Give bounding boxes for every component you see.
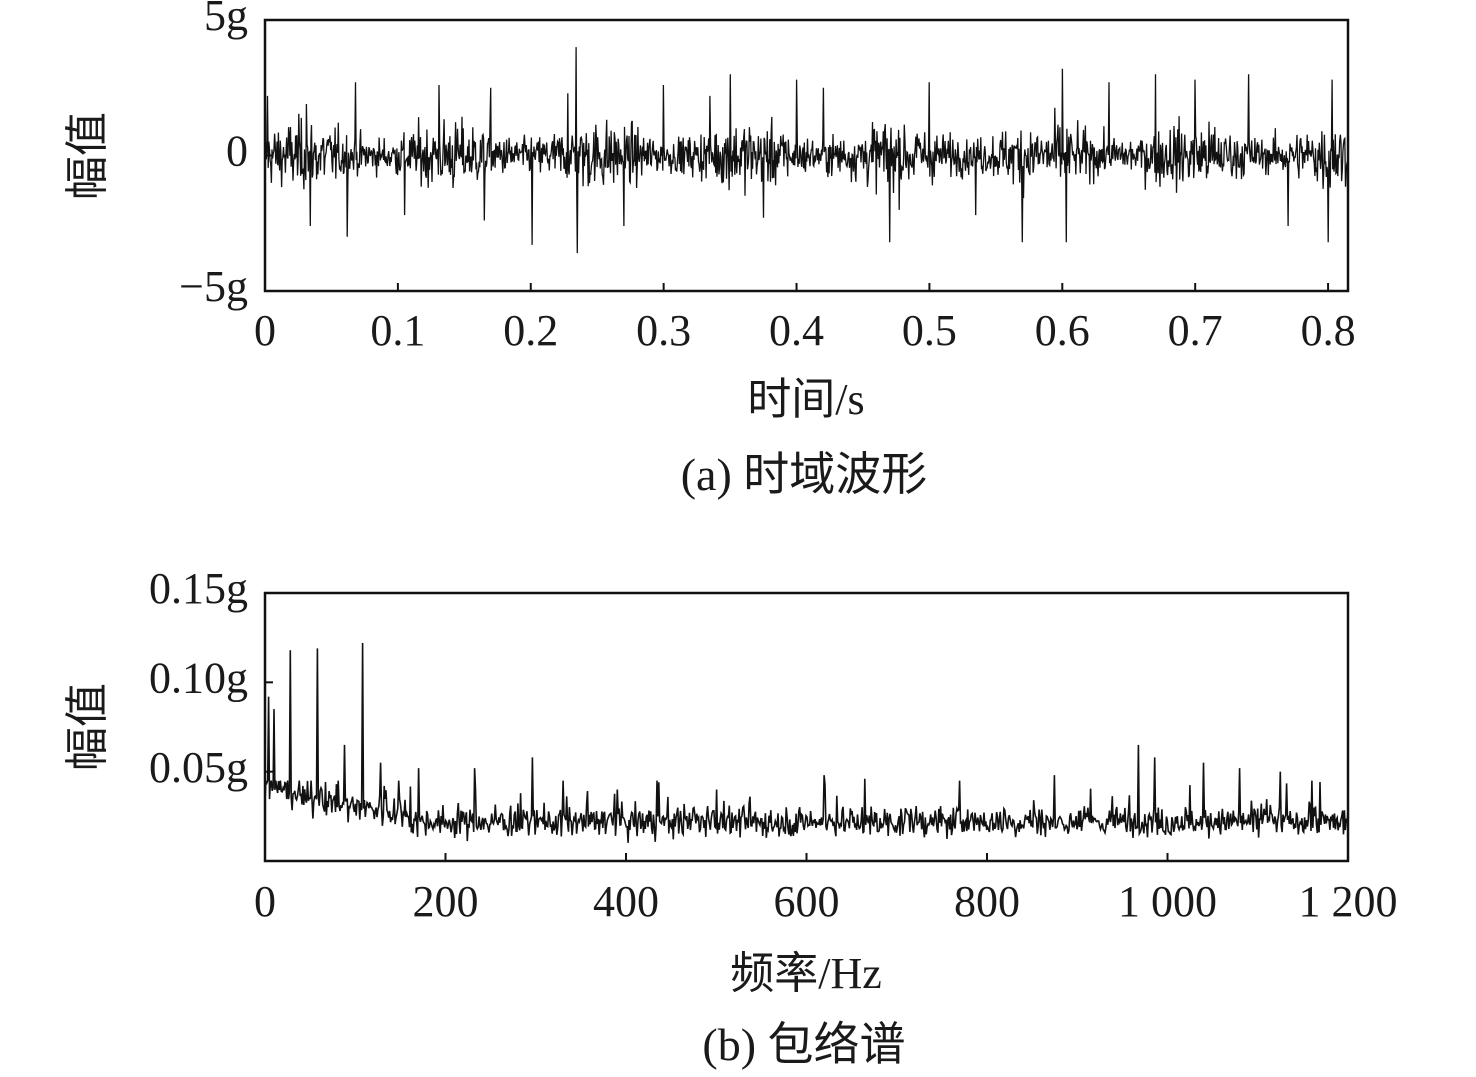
spectrum-x-axis-ticks: 0 200 400 600 800 1 000 1 200 — [254, 853, 1398, 926]
y-tick-label: 0 — [226, 127, 248, 176]
x-tick-label: 0 — [254, 877, 276, 926]
time-y-axis-ticks: 5g 0 −5g — [179, 0, 273, 311]
x-tick-label: 0 — [254, 306, 276, 355]
x-tick-label: 400 — [593, 877, 659, 926]
x-tick-label: 200 — [413, 877, 479, 926]
x-tick-label: 0.5 — [902, 306, 957, 355]
time-x-axis-label: 时间/s — [747, 375, 864, 424]
x-tick-label: 1 000 — [1118, 877, 1217, 926]
time-panel-caption: (a) 时域波形 — [681, 449, 928, 500]
time-x-axis-ticks: 0 0.1 0.2 0.3 0.4 0.5 0.6 0.7 0.8 — [254, 283, 1356, 355]
x-tick-label: 0.4 — [769, 306, 824, 355]
x-tick-label: 0.1 — [370, 306, 425, 355]
x-tick-label: 800 — [954, 877, 1020, 926]
spectrum-panel-caption: (b) 包络谱 — [702, 1019, 905, 1070]
y-tick-label: 0.15g — [149, 564, 248, 613]
envelope-spectrum-series — [264, 642, 1349, 843]
x-tick-label: 0.6 — [1035, 306, 1090, 355]
y-tick-label: 0.10g — [149, 653, 248, 702]
time-y-axis-label: 幅值 — [63, 112, 112, 200]
x-tick-label: 0.3 — [636, 306, 691, 355]
spectrum-y-axis-ticks: 0.15g 0.10g 0.05g — [149, 564, 273, 792]
envelope-spectrum-panel: 0 200 400 600 800 1 000 1 200 0.15g0.10g0.05g … — [63, 564, 1397, 1070]
x-tick-label: 1 200 — [1299, 877, 1398, 926]
y-tick-label: 0.05g — [149, 743, 248, 792]
x-tick-label: 0.2 — [503, 306, 558, 355]
x-tick-label: 0.8 — [1301, 306, 1356, 355]
y-tick-label: 5g — [204, 0, 248, 40]
time-waveform-series — [264, 47, 1349, 254]
x-tick-label: 600 — [774, 877, 840, 926]
spectrum-x-axis-label: 频率/Hz — [730, 949, 882, 998]
envelope-spectrum-line — [264, 642, 1349, 843]
x-tick-label: 0.7 — [1168, 306, 1223, 355]
spectrum-y-axis-label: 幅值 — [63, 683, 112, 771]
y-tick-label: −5g — [179, 262, 248, 311]
time-waveform-line — [264, 47, 1349, 254]
time-domain-panel: 0 0.1 0.2 0.3 0.4 0.5 0.6 0.7 0.8 5g0−5g 幅值 时间/s… — [63, 0, 1355, 500]
